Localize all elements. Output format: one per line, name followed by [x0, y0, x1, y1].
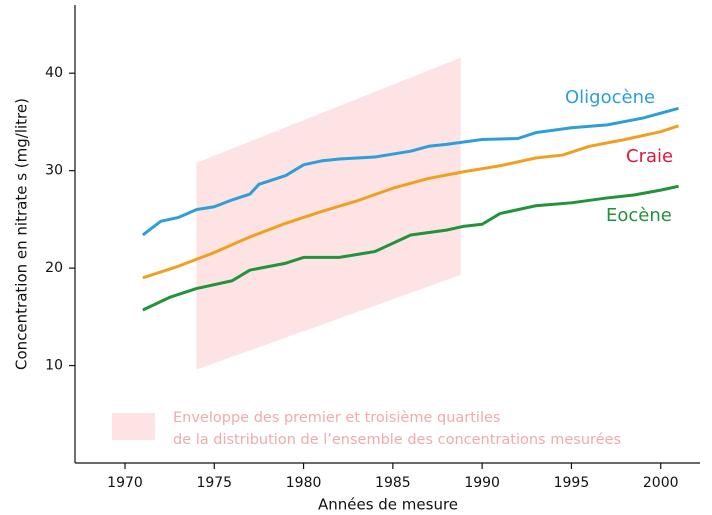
x-tick-label: 1970: [107, 475, 143, 491]
x-tick-label: 1980: [286, 475, 322, 491]
x-tick-label: 1995: [554, 475, 590, 491]
x-tick-label: 1985: [375, 475, 411, 491]
line: [141, 106, 679, 237]
legend-text: Enveloppe des premier et troisième quart…: [173, 410, 500, 426]
series-label: Eocène: [606, 205, 672, 226]
y-tick-label: 10: [45, 358, 63, 374]
line: [142, 124, 680, 280]
line: [142, 184, 679, 312]
series-label: Craie: [626, 146, 673, 167]
y-tick-label: 40: [45, 65, 63, 81]
y-axis-label: Concentration en nitrate s (mg/litre): [13, 98, 31, 370]
quartile-band: [196, 57, 461, 370]
y-tick-label: 20: [45, 260, 63, 276]
x-tick-label: 2000: [643, 475, 679, 491]
legend-text: de la distribution de l’ensemble des con…: [173, 432, 621, 448]
x-tick-label: 1975: [196, 475, 232, 491]
y-tick-label: 30: [45, 163, 63, 179]
x-tick-label: 1990: [464, 475, 500, 491]
series-label: Oligocène: [565, 87, 655, 108]
legend-swatch: [112, 413, 155, 440]
x-axis-label: Années de mesure: [318, 496, 458, 514]
